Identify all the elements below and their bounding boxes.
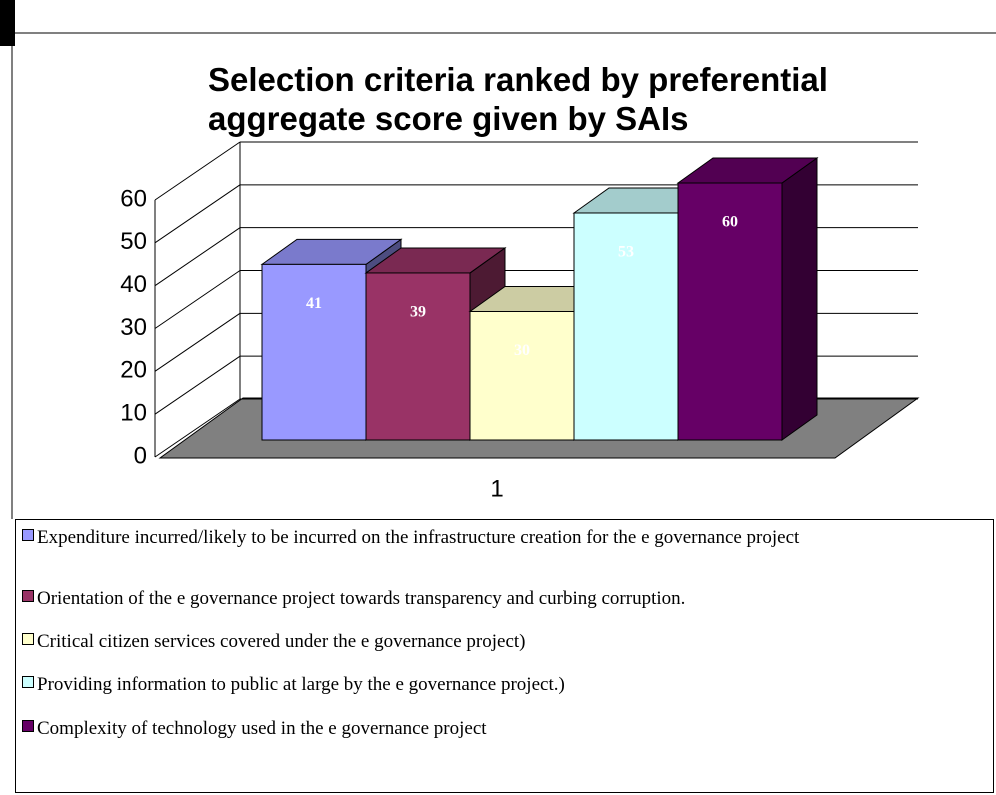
chart-title: Selection criteria ranked by preferentia…	[208, 61, 828, 137]
value-label: 53	[618, 244, 634, 261]
legend-entry: Critical citizen services covered under …	[22, 631, 852, 652]
legend-entry: Providing information to public at large…	[22, 674, 852, 695]
y-tick-label: 60	[120, 185, 147, 212]
bar	[365, 272, 471, 441]
grid-line	[154, 270, 241, 329]
bar	[573, 212, 679, 441]
legend-entry: Expenditure incurred/likely to be incurr…	[22, 527, 852, 548]
legend-swatch	[22, 529, 34, 541]
bar-side	[781, 157, 818, 441]
legend-swatch	[22, 720, 34, 732]
grid-line	[154, 141, 241, 201]
value-label: 60	[722, 214, 738, 231]
legend-label: Providing information to public at large…	[37, 674, 565, 695]
plot: 0 10 20 30 40 50 60 41 39 30 53 60 1	[120, 141, 920, 502]
x-tick-label: 1	[490, 475, 503, 502]
legend-swatch	[22, 633, 34, 645]
legend-swatch	[22, 590, 34, 602]
y-tick-label: 20	[120, 357, 147, 384]
y-tick-label: 10	[120, 400, 147, 427]
bar	[677, 182, 783, 441]
legend-swatch	[22, 676, 34, 688]
chart: Selection criteria ranked by preferentia…	[0, 0, 996, 519]
legend-label: Complexity of technology used in the e g…	[37, 718, 487, 739]
legend: Expenditure incurred/likely to be incurr…	[15, 519, 994, 793]
y-tick-label: 40	[120, 271, 147, 298]
corner-block	[0, 0, 15, 46]
value-label: 41	[306, 295, 322, 312]
grid-line	[154, 227, 241, 287]
legend-label: Orientation of the e governance project …	[37, 588, 686, 609]
y-tick-label: 0	[134, 442, 147, 469]
bar	[469, 311, 575, 441]
legend-entry: Orientation of the e governance project …	[22, 588, 852, 609]
legend-entry: Complexity of technology used in the e g…	[22, 718, 852, 739]
y-tick-label: 50	[120, 228, 147, 255]
legend-label: Expenditure incurred/likely to be incurr…	[37, 527, 800, 548]
grid-line	[154, 355, 241, 415]
value-label: 30	[514, 342, 530, 359]
grid-line	[154, 312, 241, 372]
value-label: 39	[410, 304, 426, 321]
bar	[261, 263, 367, 441]
grid-line	[154, 184, 241, 244]
y-tick-label: 30	[120, 314, 147, 341]
grid-line	[154, 398, 241, 458]
legend-label: Critical citizen services covered under …	[37, 631, 526, 652]
